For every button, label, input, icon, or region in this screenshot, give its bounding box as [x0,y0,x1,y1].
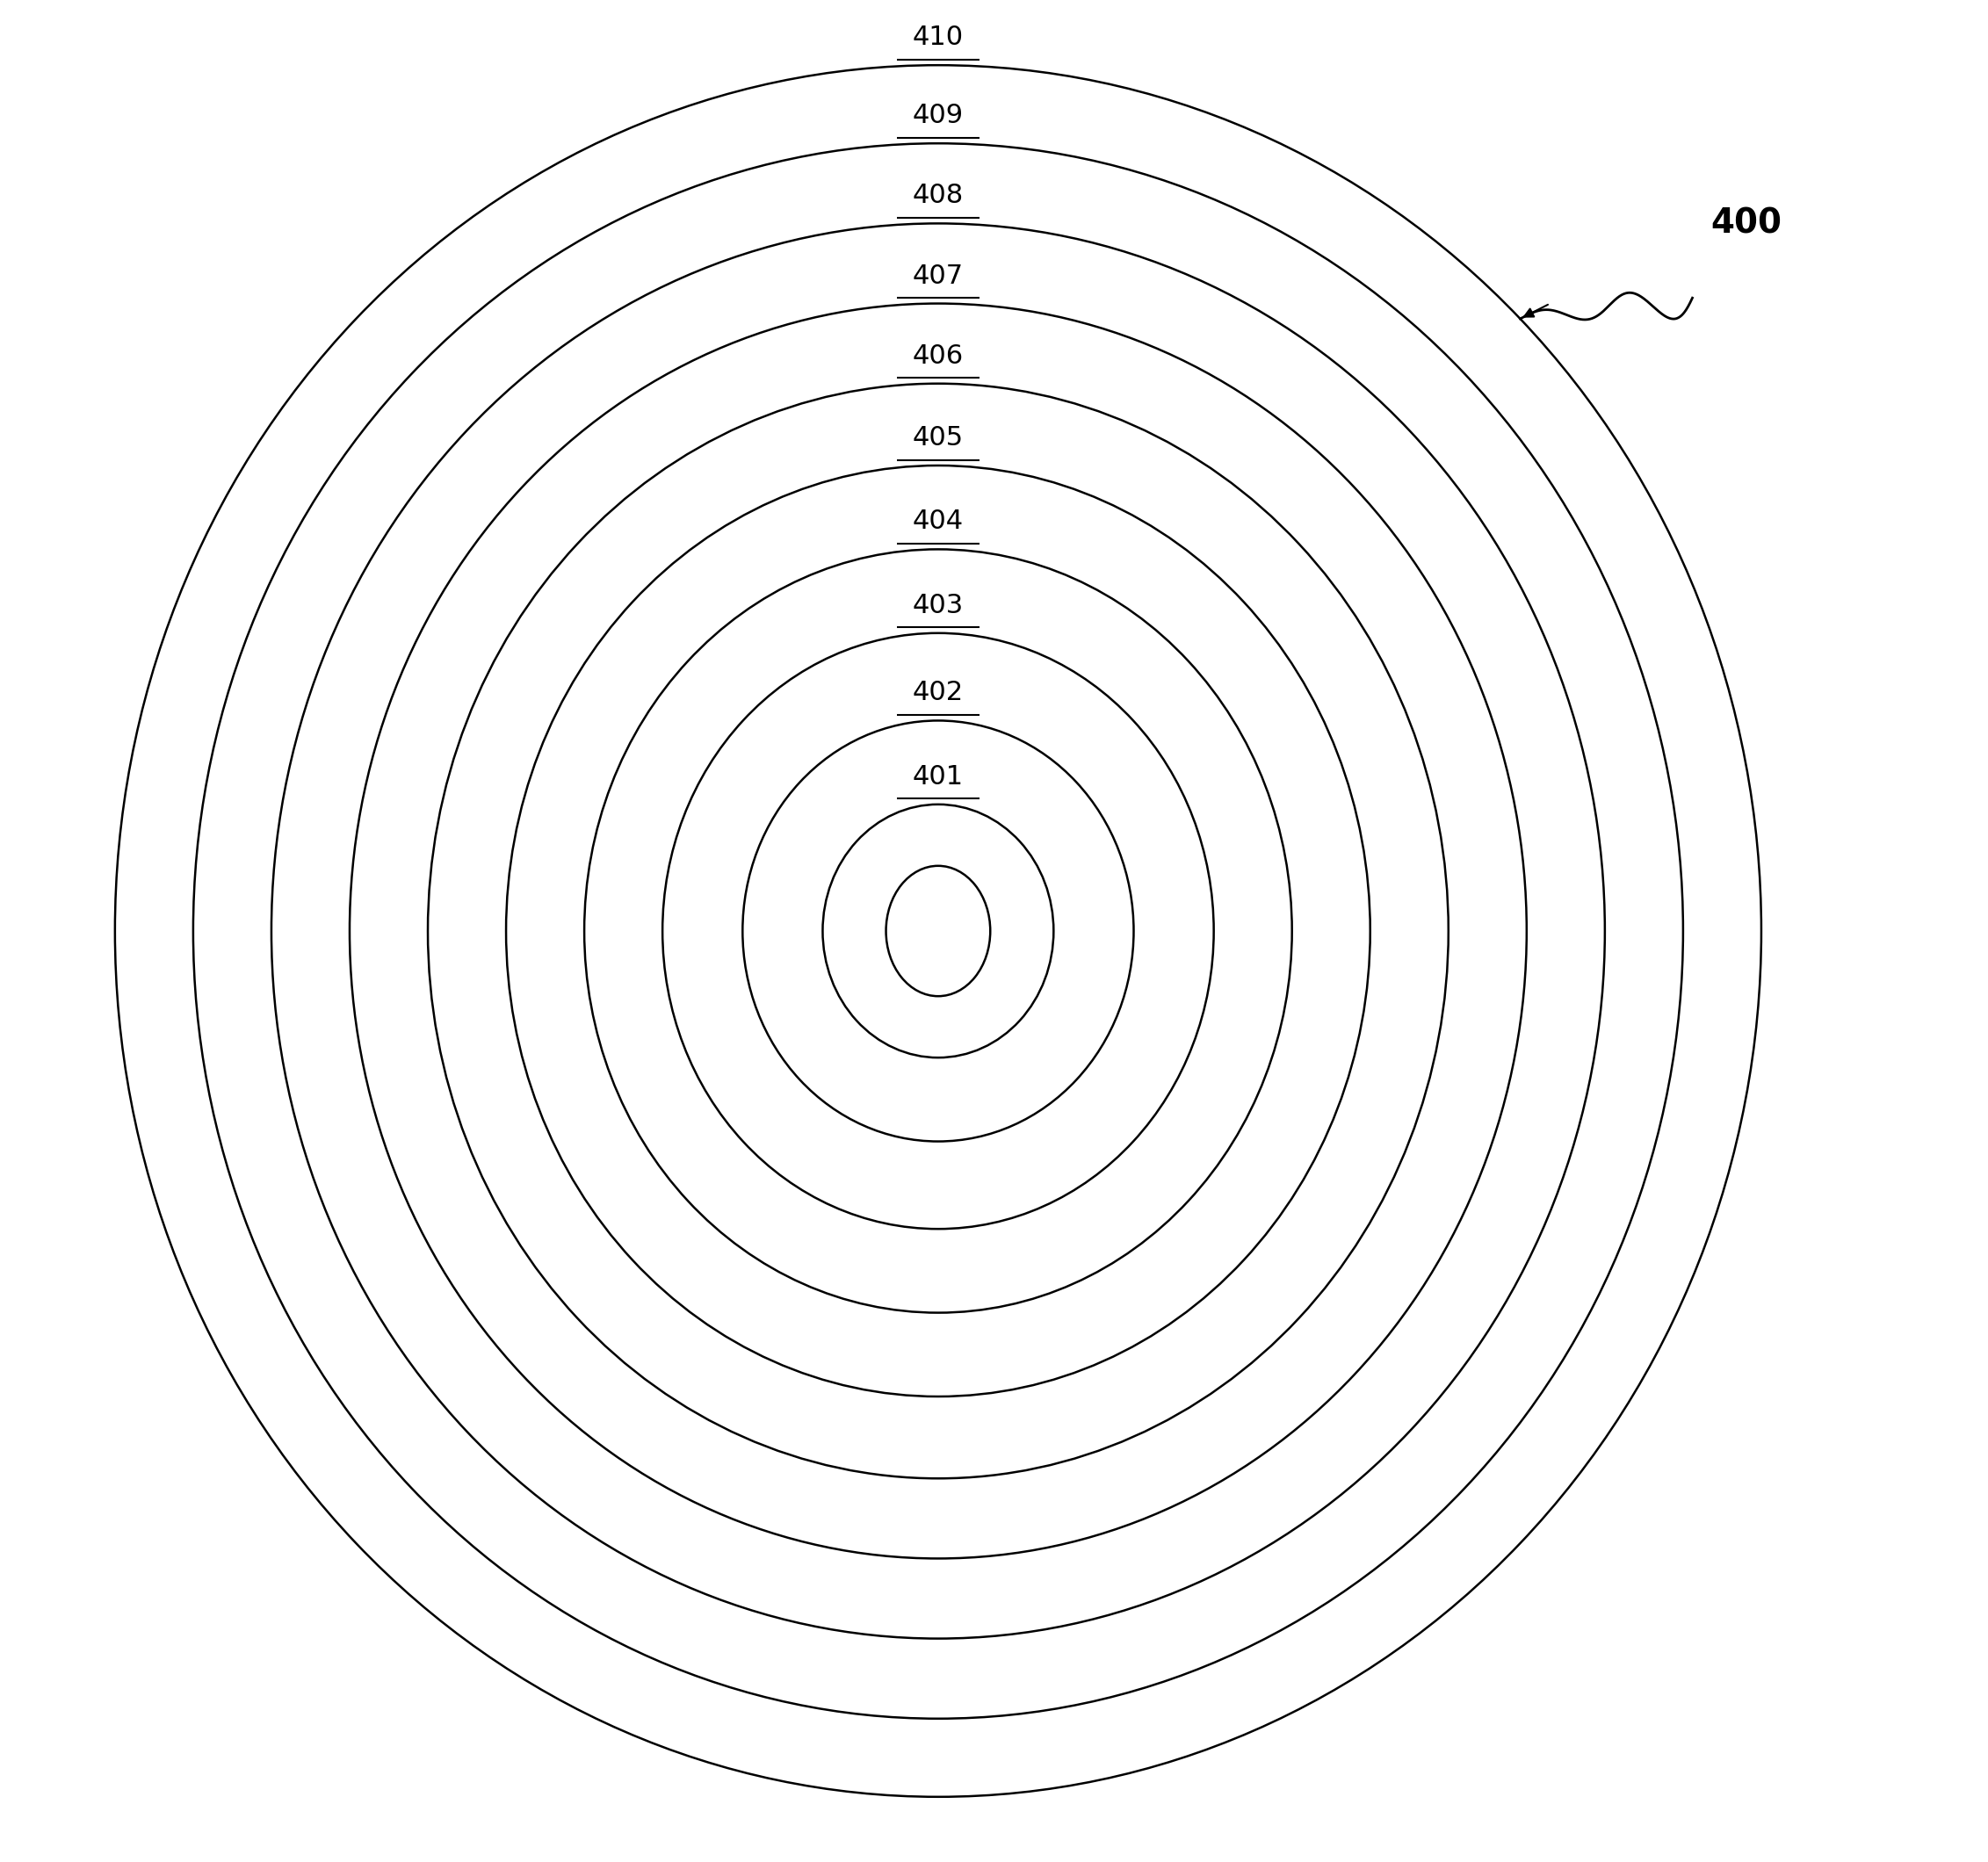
Text: 408: 408 [912,182,964,209]
Text: 400: 400 [1712,207,1781,240]
Text: 409: 409 [912,102,964,128]
Text: 405: 405 [912,425,964,451]
Text: 410: 410 [912,24,964,50]
Text: 407: 407 [912,263,964,289]
Text: 406: 406 [912,343,964,369]
Text: 403: 403 [912,592,964,618]
Text: 401: 401 [912,763,964,789]
Text: 402: 402 [912,680,964,706]
Text: 404: 404 [912,508,964,534]
